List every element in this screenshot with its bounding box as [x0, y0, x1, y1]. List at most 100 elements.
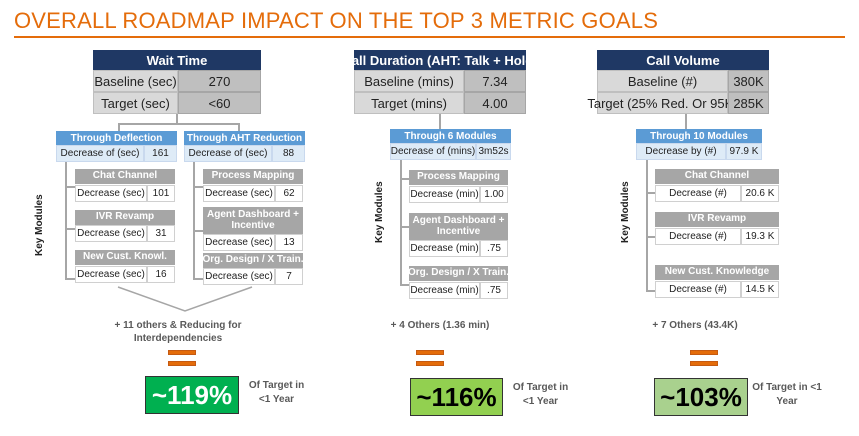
aht-group-value: 3m52s [476, 143, 511, 160]
aht-reduction-value: 88 [272, 145, 305, 162]
aht-target-value: 4.00 [464, 92, 526, 114]
wait-result: ~119% [145, 376, 239, 414]
module-decrease-label: Decrease (sec) [75, 185, 147, 202]
connector [65, 278, 75, 280]
vol-baseline-value: 380K [728, 70, 769, 92]
wait-time-header: Wait Time [93, 50, 261, 70]
vol-others-note: + 7 Others (43.4K) [652, 320, 738, 331]
connector [65, 186, 75, 188]
vol-group-value: 97.9 K [726, 143, 762, 160]
aht-baseline-value: 7.34 [464, 70, 526, 92]
module-ivr-revamp: IVR Revamp [655, 212, 779, 227]
connector [193, 162, 195, 279]
call-volume-header: Call Volume [597, 50, 769, 70]
module-decrease-label: Decrease (min) [409, 186, 480, 203]
connector [439, 114, 441, 129]
connector [65, 228, 75, 230]
module-decrease-label: Decrease (#) [655, 185, 741, 202]
module-decrease-label: Decrease (sec) [203, 234, 275, 251]
module-decrease-value: .75 [480, 282, 508, 299]
equals-bar-bottom [416, 361, 444, 366]
wait-baseline-label: Baseline (sec) [93, 70, 178, 92]
module-decrease-label: Decrease (sec) [75, 266, 147, 283]
vol-target-label: Target (25% Red. Or 95K) [587, 92, 738, 114]
equals-bar-top [168, 350, 196, 355]
module-agent-dashboard: Agent Dashboard + Incentive [203, 207, 303, 234]
key-modules-label: Key Modules [374, 181, 385, 243]
page-title: OVERALL ROADMAP IMPACT ON THE TOP 3 METR… [14, 8, 659, 33]
vol-group-label: Decrease by (#) [636, 143, 726, 160]
connector [118, 123, 120, 131]
aht-group-label: Decrease of (mins) [390, 143, 476, 160]
module-org-design: Org. Design / X Train. [202, 253, 304, 268]
deflection-label: Decrease of (sec) [56, 145, 144, 162]
module-decrease-value: 62 [275, 185, 303, 202]
connector [646, 160, 648, 292]
key-modules-label: Key Modules [34, 194, 45, 256]
connector [118, 123, 238, 125]
module-decrease-label: Decrease (#) [655, 281, 741, 298]
connector [193, 278, 203, 280]
module-decrease-value: .75 [480, 240, 508, 257]
module-decrease-label: Decrease (sec) [75, 225, 147, 242]
module-decrease-label: Decrease (min) [409, 240, 480, 257]
wait-others-note: + 11 others & Reducing for Interdependen… [114, 320, 242, 344]
wait-result-note: Of Target in <1 Year [248, 380, 305, 405]
module-decrease-value: 14.5 K [741, 281, 779, 298]
connector [646, 290, 655, 292]
vol-result: ~103% [654, 378, 748, 416]
aht-baseline-label: Baseline (mins) [354, 70, 464, 92]
module-decrease-label: Decrease (sec) [203, 268, 275, 285]
connector [646, 236, 655, 238]
module-new-cust-knowledge: New Cust. Knowledge [655, 265, 779, 280]
connector [400, 284, 409, 286]
connector [400, 226, 409, 228]
module-process-mapping: Process Mapping [409, 170, 508, 185]
deflection-value: 161 [144, 145, 177, 162]
title-underline [14, 36, 845, 38]
module-chat-channel: Chat Channel [655, 169, 779, 184]
module-decrease-label: Decrease (#) [655, 228, 741, 245]
connector [65, 162, 67, 279]
module-decrease-value: 16 [147, 266, 175, 283]
connector [685, 114, 687, 129]
connector [193, 186, 203, 188]
equals-bar-top [416, 350, 444, 355]
module-org-design: Org. Design / X Train. [408, 266, 509, 281]
wait-target-value: <60 [178, 92, 261, 114]
module-decrease-value: 101 [147, 185, 175, 202]
wait-baseline-value: 270 [178, 70, 261, 92]
module-decrease-label: Decrease (sec) [203, 185, 275, 202]
connector [176, 114, 178, 124]
wait-target-label: Target (sec) [93, 92, 178, 114]
aht-others-note: + 4 Others (1.36 min) [390, 320, 490, 331]
equals-bar-bottom [168, 361, 196, 366]
through-10-modules-title: Through 10 Modules [636, 129, 762, 143]
equals-bar-bottom [690, 361, 718, 366]
through-6-modules-title: Through 6 Modules [390, 129, 511, 143]
connector [238, 123, 240, 131]
module-chat-channel: Chat Channel [75, 169, 175, 184]
connector [646, 192, 655, 194]
module-decrease-value: 31 [147, 225, 175, 242]
key-modules-label: Key Modules [620, 181, 631, 243]
module-decrease-value: 20.6 K [741, 185, 779, 202]
module-new-cust-knowl: New Cust. Knowl. [75, 250, 175, 265]
equals-bar-top [690, 350, 718, 355]
connector [193, 230, 203, 232]
aht-result: ~116% [410, 378, 503, 416]
module-decrease-value: 13 [275, 234, 303, 251]
vol-result-note: Of Target in <1 Year [752, 382, 822, 407]
through-deflection-title: Through Deflection [56, 131, 177, 145]
convergence-arrow [117, 286, 253, 312]
aht-result-note: Of Target in <1 Year [512, 382, 569, 407]
aht-reduction-label: Decrease of (sec) [184, 145, 272, 162]
module-decrease-value: 1.00 [480, 186, 508, 203]
vol-baseline-label: Baseline (#) [597, 70, 728, 92]
module-ivr-revamp: IVR Revamp [75, 210, 175, 225]
module-decrease-value: 7 [275, 268, 303, 285]
through-aht-reduction-title: Through AHT Reduction [184, 131, 305, 145]
vol-target-value: 285K [728, 92, 769, 114]
module-process-mapping: Process Mapping [203, 169, 303, 184]
aht-target-label: Target (mins) [354, 92, 464, 114]
